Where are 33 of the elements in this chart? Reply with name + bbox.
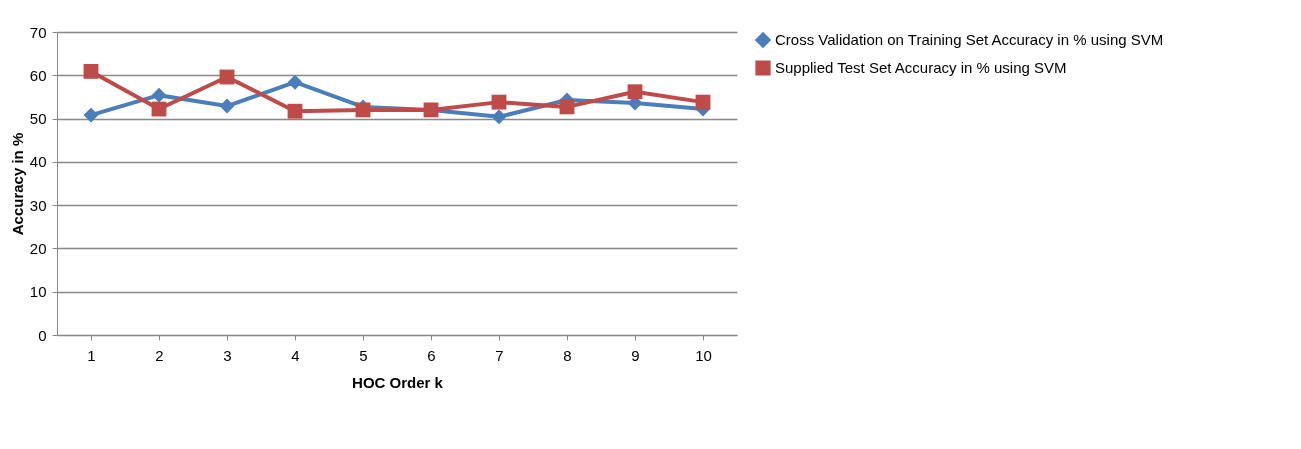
y-tick-label: 30 [29,196,47,214]
point [491,94,507,110]
point [287,74,303,90]
x-tick-label: 5 [359,346,368,364]
y-tick-label: 20 [29,239,47,257]
point [627,84,643,100]
y-tick-label: 70 [29,23,47,41]
y-tick-label: 40 [29,153,47,171]
x-tick-label: 9 [631,346,640,364]
point [695,94,711,110]
y-tick-label: 0 [38,326,47,344]
x-tick-label: 1 [87,346,96,364]
x-tick-label: 3 [223,346,232,364]
legend-label: Supplied Test Set Accuracy in % using SVM [775,59,1067,76]
point [219,98,235,114]
point [83,107,99,123]
x-tick-label: 7 [495,346,504,364]
point [83,63,99,79]
point [151,87,167,103]
x-tick-label: 8 [563,346,572,364]
y-tick-label: 10 [29,283,47,301]
point [559,99,575,115]
y-axis-title: Accuracy in % [8,132,26,236]
x-tick-label: 6 [427,346,436,364]
point [287,103,303,119]
legend-label: Cross Validation on Training Set Accuracy in % using SVM [775,31,1164,48]
x-tick-label: 10 [695,346,712,364]
x-tick-label: 4 [291,346,300,364]
y-tick-label: 50 [29,110,47,128]
x-tick-label: 2 [155,346,164,364]
y-tick-label: 60 [29,66,47,84]
point [491,109,507,125]
x-axis-title: HOC Order k [352,373,444,391]
